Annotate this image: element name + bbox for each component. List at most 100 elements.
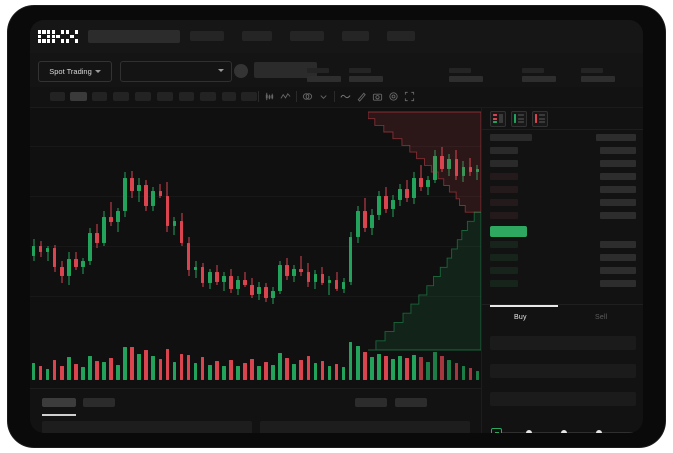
drawing-pencil-icon[interactable] (356, 91, 367, 102)
okx-logo-icon[interactable] (38, 30, 78, 43)
candle (95, 108, 99, 323)
orderbook-mode-bids-icon[interactable] (511, 111, 527, 127)
volume-bar (384, 355, 388, 380)
orderbook-header-divider (482, 129, 643, 130)
nav-item-2[interactable] (242, 31, 272, 41)
trading-pair-selector[interactable] (120, 61, 232, 82)
orderbook-ask-price[interactable] (490, 147, 518, 154)
volume-bar (468, 368, 473, 380)
candle (38, 108, 43, 323)
price-field[interactable] (490, 364, 636, 378)
candle-body (221, 276, 226, 282)
timeframe-1[interactable] (50, 92, 65, 101)
order-form-tabs: Buy Sell (482, 304, 643, 331)
timeframe-3[interactable] (92, 92, 107, 101)
camera-snapshot-icon[interactable] (372, 91, 383, 102)
global-search-input[interactable] (88, 30, 180, 43)
orderbook-bid-amount[interactable] (600, 254, 636, 261)
orderbook-ask-price[interactable] (490, 186, 518, 193)
indicators-icon[interactable] (280, 91, 291, 102)
orderbook-mode-both-icon[interactable] (490, 111, 506, 127)
orderbook-ask-price[interactable] (490, 173, 518, 180)
volume-bar (264, 361, 268, 380)
timeframe-6[interactable] (157, 92, 173, 101)
slider-handle[interactable] (491, 428, 502, 433)
candle (31, 108, 36, 323)
orderbook-ask-amount[interactable] (600, 186, 636, 193)
tab-order-history[interactable] (83, 398, 115, 407)
orderbook-current-price (490, 226, 527, 237)
fullscreen-icon[interactable] (404, 91, 415, 102)
tab-sell[interactable]: Sell (595, 314, 608, 321)
timeframe-8[interactable] (200, 92, 216, 101)
volume-bar (475, 370, 480, 380)
timeframe-9[interactable] (222, 92, 236, 101)
candle-body (362, 211, 367, 228)
amount-field[interactable] (490, 392, 636, 406)
compare-icon[interactable] (302, 91, 313, 102)
chart-type-candles-icon[interactable] (264, 91, 275, 102)
orderbook-mode-group (490, 111, 548, 127)
volume-bar (412, 354, 416, 380)
candle (158, 108, 163, 323)
candle-body (165, 196, 170, 227)
orderbook-bid-amount[interactable] (600, 280, 636, 287)
orderbook-bid-amount[interactable] (600, 267, 636, 274)
chart-gridline (30, 196, 481, 197)
nav-item-1[interactable] (190, 31, 224, 41)
orderbook-ask-amount[interactable] (600, 160, 636, 167)
candle (116, 108, 120, 323)
price-chart-panel[interactable] (30, 108, 481, 388)
bottom-action-2[interactable] (395, 398, 427, 407)
orderbook-ask-price[interactable] (490, 199, 518, 206)
orderbook-ask-amount[interactable] (600, 173, 636, 180)
candle (151, 108, 156, 323)
slider-step-75[interactable] (596, 429, 602, 433)
candle (264, 108, 268, 323)
orderbook-bid-price[interactable] (490, 254, 518, 261)
orderbook-bid-price[interactable] (490, 280, 518, 287)
tab-buy[interactable]: Buy (514, 314, 527, 321)
candle-body (38, 246, 43, 252)
orderbook-ask-price[interactable] (490, 212, 518, 219)
stat-24h-high (349, 68, 383, 82)
timeframe-4[interactable] (113, 92, 129, 101)
slider-step-25[interactable] (526, 429, 532, 433)
candle (200, 108, 205, 323)
volume-bar (172, 361, 177, 380)
volume-bar (299, 360, 304, 380)
timeframe-2[interactable] (70, 92, 87, 101)
orderbook-bid-price[interactable] (490, 241, 518, 248)
market-type-selector[interactable]: Spot Trading (38, 61, 112, 82)
depth-asks-area (368, 111, 481, 213)
nav-item-4[interactable] (342, 31, 369, 41)
nav-item-5[interactable] (387, 31, 415, 41)
orderbook-ask-amount[interactable] (600, 147, 636, 154)
bottom-action-1[interactable] (355, 398, 387, 407)
order-type-field[interactable] (490, 336, 636, 350)
amount-percent-slider[interactable] (491, 428, 637, 433)
timeframe-10[interactable] (241, 92, 257, 101)
logo-block-k (52, 30, 64, 43)
slider-step-50[interactable] (561, 429, 567, 433)
candle (369, 108, 374, 323)
orderbook-ask-amount[interactable] (600, 199, 636, 206)
chart-settings-gear-icon[interactable] (388, 91, 399, 102)
line-chart-icon[interactable] (340, 91, 351, 102)
orderbook-ask-amount[interactable] (600, 212, 636, 219)
nav-item-3[interactable] (290, 31, 324, 41)
orderbook-bid-amount[interactable] (600, 241, 636, 248)
chart-style-chevron-icon[interactable] (318, 91, 329, 102)
timeframe-7[interactable] (179, 92, 194, 101)
timeframe-5[interactable] (135, 92, 151, 101)
tab-open-orders[interactable] (42, 398, 76, 407)
candle-body (81, 261, 85, 267)
orderbook-ask-price[interactable] (490, 160, 518, 167)
candle (405, 108, 409, 323)
candle-body (179, 220, 184, 243)
volume-bar (369, 357, 374, 380)
bottom-row-right (260, 421, 470, 433)
orderbook-mode-asks-icon[interactable] (532, 111, 548, 127)
candle (278, 108, 282, 323)
orderbook-bid-price[interactable] (490, 267, 518, 274)
